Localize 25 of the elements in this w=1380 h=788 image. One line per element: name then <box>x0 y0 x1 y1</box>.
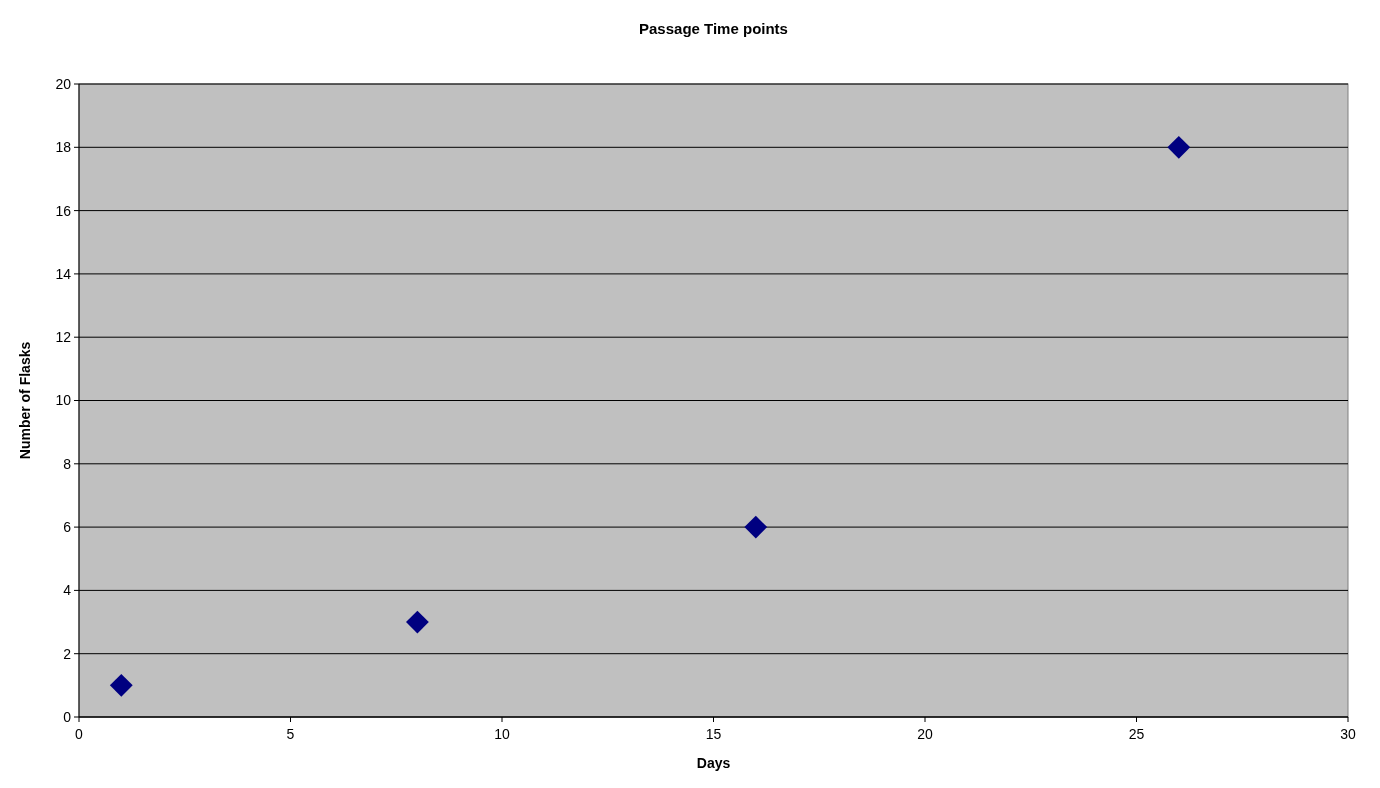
y-tick-label: 2 <box>63 645 72 662</box>
x-tick-label: 20 <box>917 726 933 742</box>
x-tick-label: 0 <box>75 726 84 742</box>
y-axis-title: Number of Flasks <box>17 341 33 460</box>
chart-title: Passage Time points <box>639 20 788 37</box>
y-tick-label: 12 <box>55 329 72 346</box>
point <box>744 515 768 539</box>
x-tick-label: 10 <box>494 726 510 742</box>
y-tick-label: 16 <box>55 202 72 219</box>
point <box>406 610 429 634</box>
x-tick-label: 15 <box>705 726 722 742</box>
point <box>1167 135 1191 159</box>
x-axis-title: Days <box>696 755 731 771</box>
y-tick-label: 18 <box>55 139 72 156</box>
x-tick-label: 25 <box>1128 726 1145 742</box>
y-tick-label: 6 <box>63 519 72 535</box>
y-tick-label: 20 <box>55 75 72 92</box>
x-tick-label: 5 <box>286 726 295 742</box>
y-tick-label: 14 <box>55 265 72 282</box>
y-tick-label: 8 <box>63 455 72 472</box>
y-tick-label: 4 <box>63 582 72 599</box>
y-tick-label: 10 <box>55 392 72 409</box>
x-tick-label: 30 <box>1340 726 1356 742</box>
y-tick-label: 0 <box>63 708 72 725</box>
point <box>109 673 133 697</box>
